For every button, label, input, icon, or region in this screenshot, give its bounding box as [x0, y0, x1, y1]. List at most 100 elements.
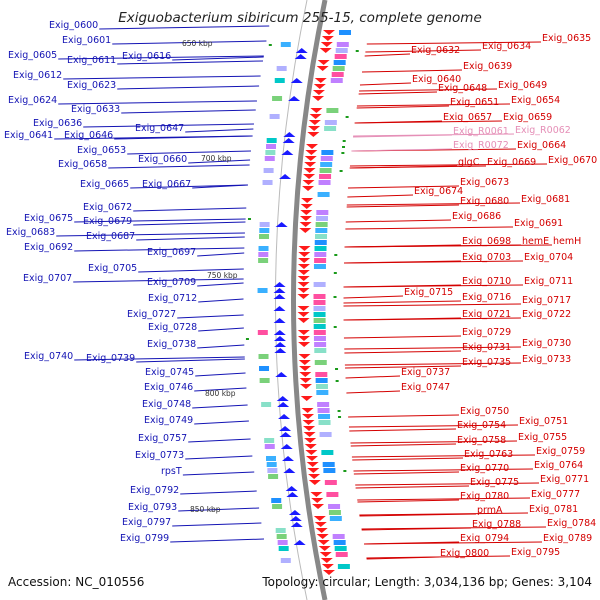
leader-line — [133, 207, 247, 212]
feature-block — [276, 66, 287, 71]
leader-line — [74, 356, 245, 361]
leader-line — [56, 232, 245, 237]
gene-arrow-reverse — [298, 252, 311, 257]
feature-block — [335, 48, 348, 53]
gene-label: Exig_0698 — [462, 236, 511, 247]
gene-arrow-reverse — [319, 552, 332, 557]
feature-block — [315, 384, 328, 389]
gene-arrow-reverse — [305, 450, 318, 455]
gene-label: Exig_0705 — [88, 263, 137, 274]
gene-arrow-forward — [280, 444, 293, 449]
leader-line — [344, 350, 462, 354]
leader-line — [343, 284, 524, 288]
gene-arrow-reverse — [308, 120, 321, 125]
gene-arrow-reverse — [323, 30, 336, 35]
gene-arrow-reverse — [297, 318, 310, 323]
gene-label: Exig_0799 — [120, 533, 169, 544]
feature-block — [272, 96, 283, 101]
leader-line — [192, 404, 248, 409]
marker-tick — [355, 50, 359, 52]
feature-block — [263, 168, 274, 173]
leader-line — [192, 184, 248, 189]
leader-line — [348, 414, 460, 418]
marker-tick — [337, 410, 341, 412]
gene-arrow-reverse — [303, 174, 316, 179]
gene-label: Exig_0789 — [543, 533, 592, 544]
gene-label: Exig_0658 — [58, 159, 107, 170]
gene-arrow-reverse — [299, 222, 312, 227]
marker-tick — [342, 140, 346, 142]
gene-arrow-forward — [279, 432, 292, 437]
feature-block — [313, 336, 326, 341]
feature-block — [313, 318, 326, 323]
gene-label: Exig_0775 — [470, 477, 519, 488]
gene-label: Exig_0748 — [142, 399, 191, 410]
leader-line — [348, 185, 460, 189]
feature-block — [315, 216, 328, 221]
gene-arrow-forward — [273, 336, 286, 341]
gene-arrow-reverse — [312, 90, 325, 95]
gene-arrow-reverse — [306, 462, 319, 467]
gene-arrow-reverse — [308, 480, 321, 485]
feature-block — [316, 210, 329, 215]
gene-arrow-forward — [288, 510, 301, 515]
gene-label: Exig_0788 — [472, 519, 521, 530]
gene-label: Exig_0751 — [519, 416, 568, 427]
gene-label: Exig_0667 — [142, 179, 191, 190]
gene-label: Exig_0704 — [524, 252, 573, 263]
feature-block — [269, 114, 280, 119]
gene-label: Exig_0641 — [4, 130, 53, 141]
leader-line — [353, 133, 515, 137]
gene-label: glgC — [458, 157, 480, 168]
gene-arrow-reverse — [298, 360, 311, 365]
gene-label: Exig_0780 — [460, 491, 509, 502]
gene-label: Exig_0755 — [518, 432, 567, 443]
gene-label: Exig_0781 — [529, 504, 578, 515]
leader-line — [359, 513, 477, 517]
rna-gene-labels: Exig_R0061 Exig_R0062 Exig_R0072 — [453, 125, 571, 151]
leader-line — [194, 387, 247, 392]
gene-label: Exig_0640 — [412, 74, 461, 85]
feature-block — [313, 330, 326, 335]
feature-block — [339, 30, 352, 35]
gene-arrow-reverse — [297, 336, 310, 341]
feature-block — [318, 180, 331, 185]
gene-arrow-reverse — [299, 384, 312, 389]
feature-block — [314, 258, 327, 263]
feature-block — [322, 462, 335, 467]
gene-arrow-reverse — [317, 60, 330, 65]
gene-label: Exig_0681 — [521, 194, 570, 205]
marker-tick — [335, 368, 339, 370]
gene-arrow-reverse — [304, 444, 317, 449]
gene-label: Exig_0764 — [534, 460, 583, 471]
gene-arrow-forward — [274, 342, 287, 347]
leader-line — [345, 365, 462, 369]
gene-label: Exig_0632 — [411, 45, 460, 56]
gene-label: Exig_0624 — [8, 95, 57, 106]
feature-block — [314, 342, 327, 347]
leader-line — [355, 482, 540, 486]
leader-line — [351, 454, 536, 458]
feature-block — [315, 228, 328, 233]
gene-arrow-reverse — [297, 306, 310, 311]
marker-tick — [335, 380, 339, 382]
leader-line — [343, 303, 522, 307]
gene-arrow-forward — [276, 396, 289, 401]
feature-block — [258, 354, 269, 359]
leader-line — [352, 457, 464, 461]
gene-label: Exig_0740 — [24, 351, 73, 362]
gene-label: Exig_0654 — [511, 95, 560, 106]
gene-arrow-reverse — [299, 366, 312, 371]
feature-block — [314, 348, 327, 353]
leader-line — [117, 60, 264, 65]
gene-arrow-forward — [273, 288, 286, 293]
gene-label: Exig_0664 — [517, 140, 566, 151]
gene-arrow-forward — [294, 54, 307, 59]
feature-block — [257, 288, 268, 293]
feature-block — [319, 432, 332, 437]
rna-label: Exig_R0072 — [453, 140, 509, 151]
leader-line — [361, 527, 472, 531]
leader-line — [178, 507, 260, 512]
gene-label: Exig_0657 — [443, 112, 492, 123]
feature-block — [264, 444, 275, 449]
